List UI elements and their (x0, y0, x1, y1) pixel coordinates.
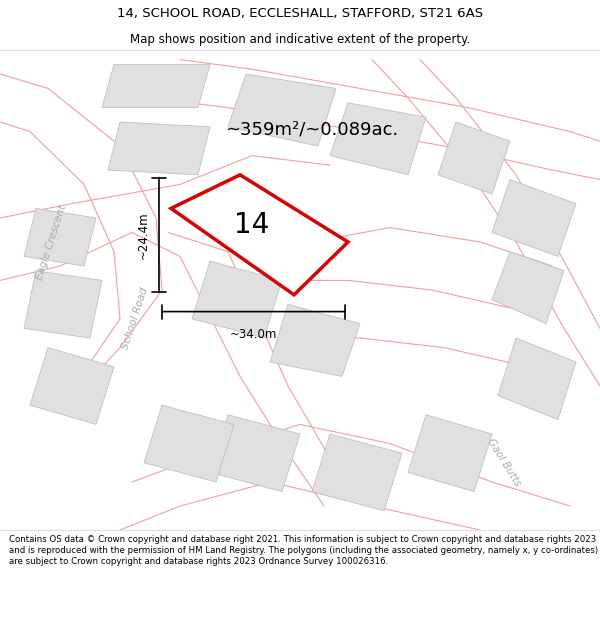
Text: ~34.0m: ~34.0m (230, 328, 277, 341)
Text: Eagle Crescent: Eagle Crescent (34, 203, 68, 281)
Polygon shape (102, 64, 210, 108)
Text: Contains OS data © Crown copyright and database right 2021. This information is : Contains OS data © Crown copyright and d… (9, 535, 598, 566)
Text: Gaol Butts: Gaol Butts (485, 437, 523, 489)
Polygon shape (228, 74, 336, 146)
Polygon shape (30, 348, 114, 424)
Polygon shape (171, 175, 348, 295)
Polygon shape (498, 338, 576, 419)
Polygon shape (270, 304, 360, 376)
Polygon shape (108, 122, 210, 175)
Polygon shape (24, 208, 96, 266)
Text: Map shows position and indicative extent of the property.: Map shows position and indicative extent… (130, 32, 470, 46)
Polygon shape (144, 405, 234, 482)
Text: 14: 14 (233, 211, 269, 239)
Polygon shape (312, 434, 402, 511)
Polygon shape (408, 415, 492, 492)
Text: School Road: School Road (120, 287, 150, 351)
Polygon shape (492, 252, 564, 324)
Text: 14, SCHOOL ROAD, ECCLESHALL, STAFFORD, ST21 6AS: 14, SCHOOL ROAD, ECCLESHALL, STAFFORD, S… (117, 8, 483, 21)
Polygon shape (24, 271, 102, 338)
Polygon shape (192, 261, 282, 338)
Polygon shape (330, 102, 426, 175)
Polygon shape (492, 179, 576, 256)
Text: ~24.4m: ~24.4m (137, 211, 150, 259)
Polygon shape (438, 122, 510, 194)
Polygon shape (210, 415, 300, 492)
Text: ~359m²/~0.089ac.: ~359m²/~0.089ac. (226, 120, 398, 138)
